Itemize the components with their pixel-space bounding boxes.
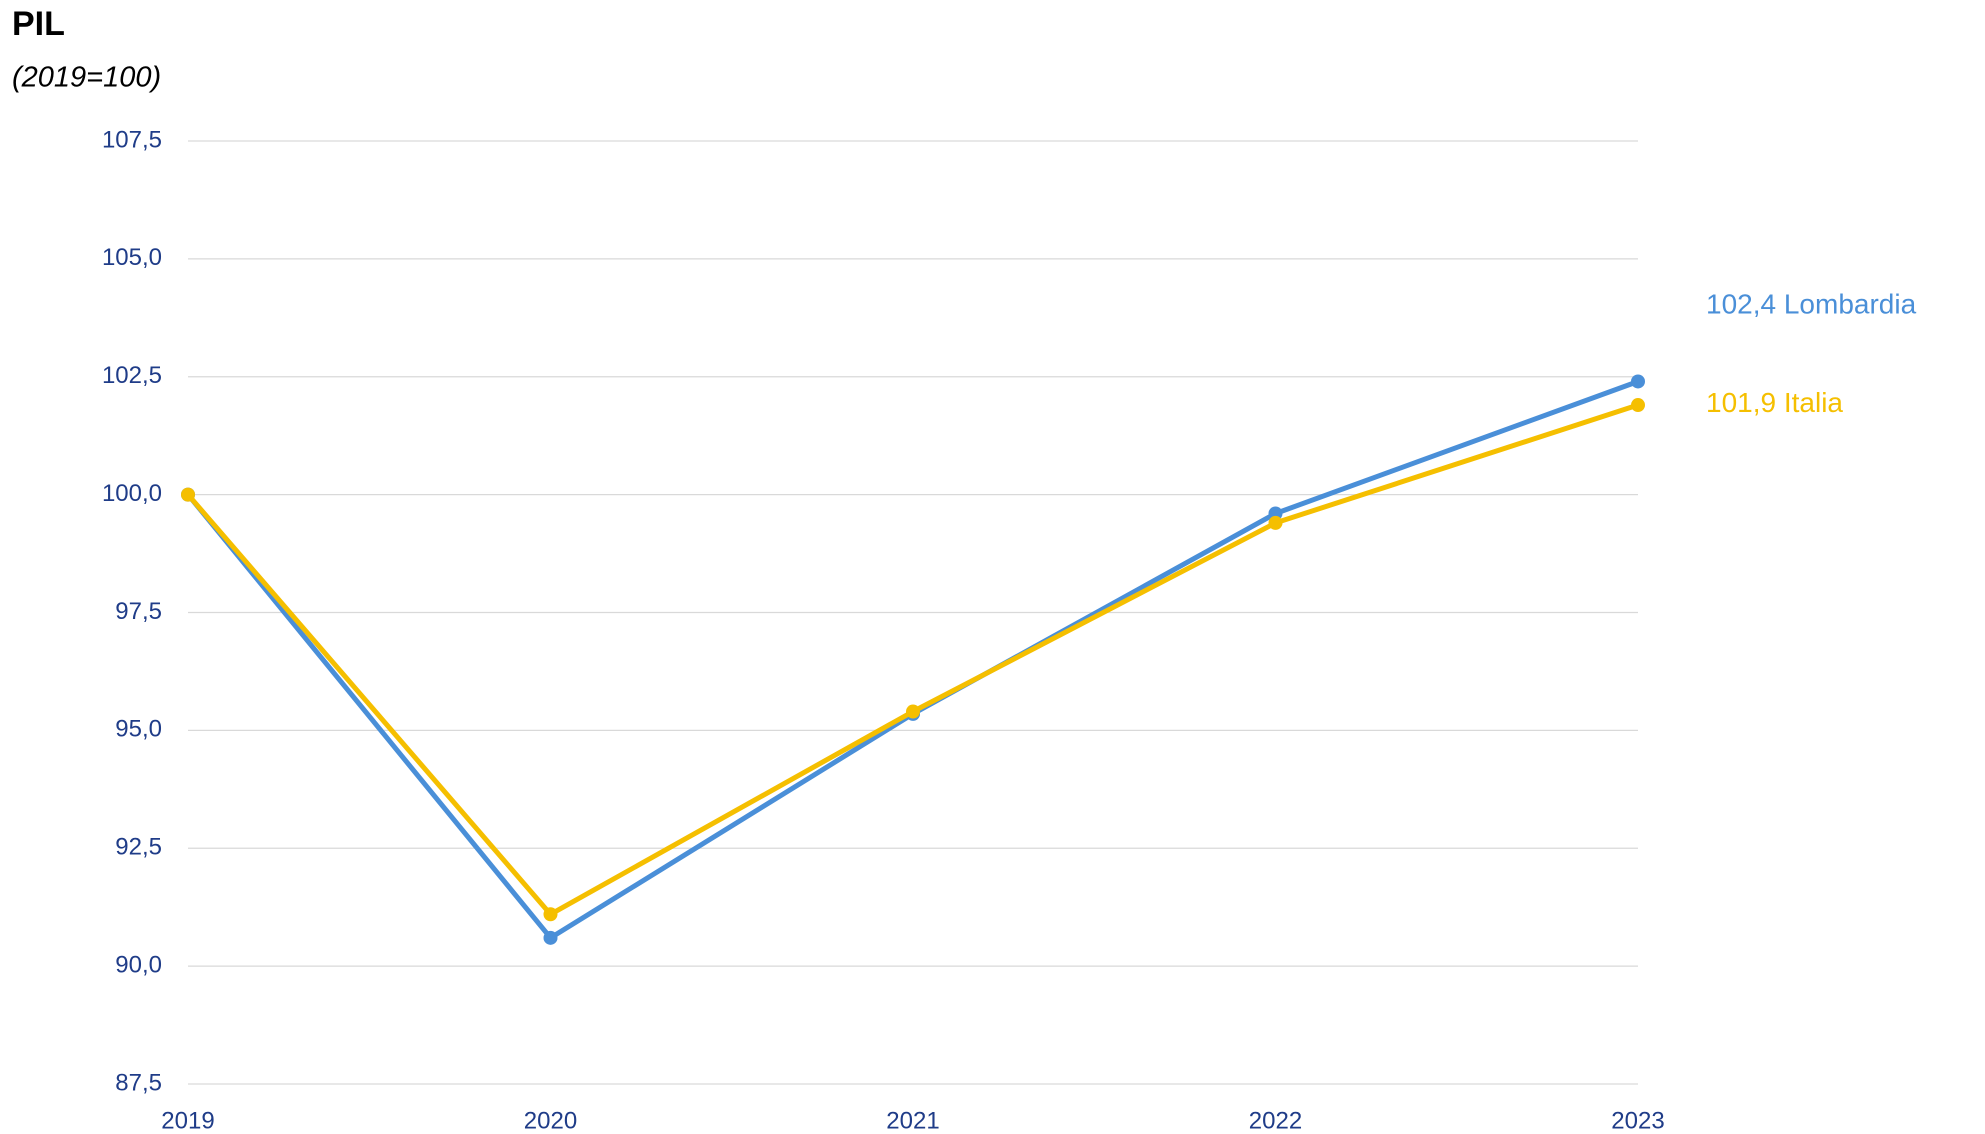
end-label: 101,9 Italia xyxy=(1706,387,1843,418)
legend-entry: Italia xyxy=(1784,387,1844,418)
data-point xyxy=(543,930,558,945)
data-point xyxy=(543,907,558,922)
legend-entry: Lombardia xyxy=(1784,289,1917,320)
series-line xyxy=(186,379,1639,941)
data-point xyxy=(181,487,195,502)
y-tick-label: 95,0 xyxy=(115,716,162,743)
data-point xyxy=(1268,515,1283,530)
chart-title: PIL xyxy=(12,5,65,43)
data-point xyxy=(906,704,920,719)
x-tick-label: 2019 xyxy=(161,1107,214,1134)
y-tick-label: 105,0 xyxy=(102,244,162,271)
x-tick-label: 2023 xyxy=(1611,1107,1664,1134)
data-point xyxy=(1631,374,1645,389)
y-tick-label: 107,5 xyxy=(102,126,162,153)
y-tick-label: 87,5 xyxy=(115,1069,162,1096)
x-tick-label: 2021 xyxy=(886,1107,939,1134)
x-tick-label: 2020 xyxy=(524,1107,577,1134)
y-tick-label: 100,0 xyxy=(102,480,162,507)
value-label: 102,4 xyxy=(1706,289,1776,320)
chart-subtitle: (2019=100) xyxy=(12,62,161,94)
value-label: 101,9 xyxy=(1706,387,1776,418)
data-point xyxy=(1631,398,1645,413)
end-label: 102,4 Lombardia xyxy=(1706,289,1917,320)
y-tick-label: 92,5 xyxy=(115,834,162,861)
x-tick-label: 2022 xyxy=(1249,1107,1302,1134)
y-tick-label: 97,5 xyxy=(115,598,162,625)
y-tick-label: 90,0 xyxy=(115,951,162,978)
y-tick-label: 102,5 xyxy=(102,362,162,389)
series-line xyxy=(186,402,1639,917)
